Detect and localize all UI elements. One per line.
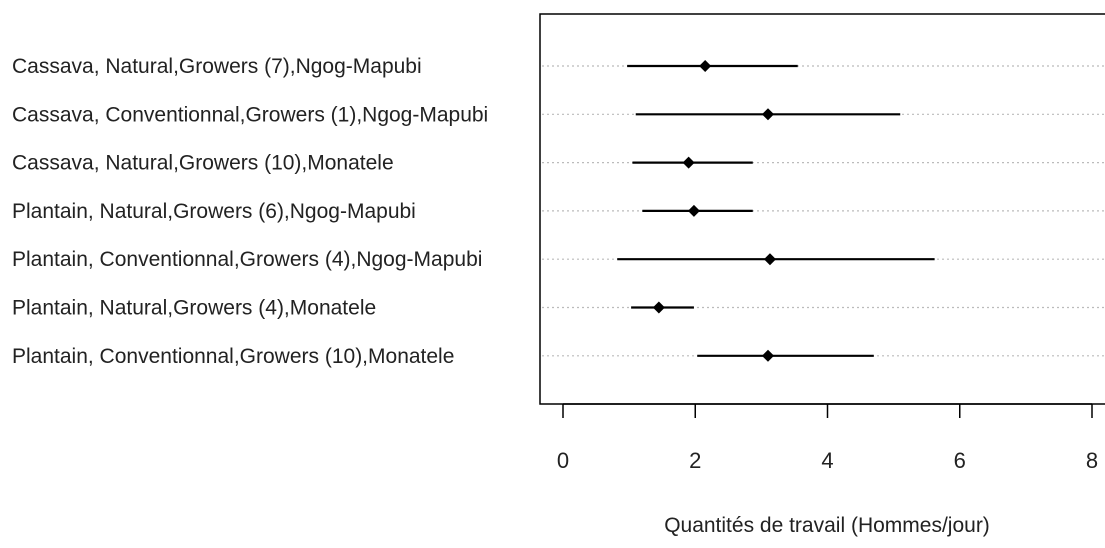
mean-marker	[763, 253, 776, 266]
mean-marker	[761, 349, 774, 362]
mean-markers	[652, 60, 776, 362]
category-label: Cassava, Natural,Growers (7),Ngog-Mapubi	[12, 55, 422, 78]
x-tick-label: 6	[954, 448, 966, 473]
mean-marker	[699, 60, 712, 72]
category-label: Cassava, Conventionnal,Growers (1),Ngog-…	[12, 103, 488, 126]
grid-lines	[542, 65, 1105, 357]
category-label: Plantain, Natural,Growers (6),Ngog-Mapub…	[12, 200, 416, 223]
x-axis-title: Quantités de travail (Hommes/jour)	[664, 514, 990, 537]
category-label: Plantain, Natural,Growers (4),Monatele	[12, 297, 376, 320]
category-label: Plantain, Conventionnal,Growers (10),Mon…	[12, 345, 454, 368]
mean-marker	[687, 204, 700, 217]
x-tick-label: 4	[821, 448, 833, 473]
x-tick-label: 8	[1086, 448, 1098, 473]
x-tick-label: 2	[689, 448, 701, 473]
category-label: Cassava, Natural,Growers (10),Monatele	[12, 152, 394, 175]
mean-marker	[761, 108, 774, 121]
plot-frame	[539, 13, 1105, 405]
x-tick-label: 0	[557, 448, 569, 473]
mean-marker	[652, 301, 665, 314]
x-axis: 0 2 4 6 8	[557, 403, 1098, 473]
mean-marker	[682, 156, 695, 169]
category-labels: Cassava, Natural,Growers (7),Ngog-Mapubi…	[12, 55, 488, 368]
category-label: Plantain, Conventionnal,Growers (4),Ngog…	[12, 248, 482, 271]
